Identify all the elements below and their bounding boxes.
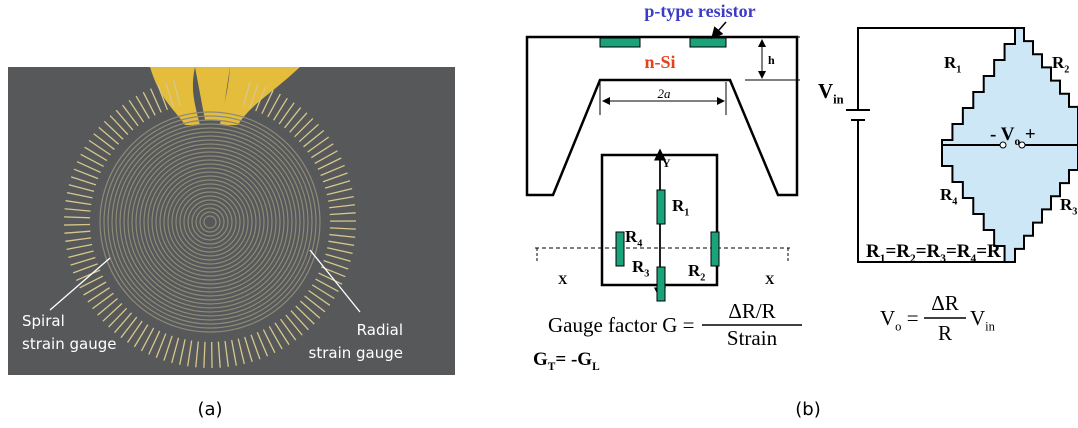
text-part: 3 xyxy=(644,268,649,279)
text-part: 1 xyxy=(684,207,689,218)
text-part: 4 xyxy=(952,196,957,207)
label: Y xyxy=(662,156,671,170)
equation: Vo = xyxy=(880,306,919,333)
label: p-type resistor xyxy=(644,1,755,21)
text-part: V xyxy=(818,79,833,103)
text-part: 1 xyxy=(956,64,961,75)
text-part: R xyxy=(688,261,701,280)
equation: ΔR/R xyxy=(728,299,775,323)
text-part: R xyxy=(944,53,957,72)
pattern xyxy=(64,217,90,218)
annotation: Spiral xyxy=(22,312,65,330)
label: X xyxy=(765,272,775,287)
label: h xyxy=(768,53,775,67)
text-part: R xyxy=(1060,195,1073,214)
text-part: R xyxy=(632,257,645,276)
label: R1 xyxy=(944,53,961,75)
equation: Vin xyxy=(970,306,996,333)
label: R3 xyxy=(1060,195,1077,217)
text-part: =R xyxy=(885,241,910,262)
label: R2 xyxy=(1052,53,1069,75)
resistor xyxy=(690,38,726,47)
label: - Vo + xyxy=(990,124,1036,148)
text-part: = xyxy=(901,306,918,330)
text-part: L xyxy=(592,361,600,373)
text-part: R xyxy=(940,185,953,204)
label: Vin xyxy=(818,79,844,106)
text-part: in xyxy=(833,92,844,106)
equation: R xyxy=(938,321,952,345)
text-part: =R xyxy=(946,241,971,262)
text-part: in xyxy=(985,319,995,333)
text-part: 3 xyxy=(1072,206,1077,217)
figure: (a) (b) Spiral strain gauge Radial strai… xyxy=(0,0,1078,428)
pattern xyxy=(64,225,90,226)
text-part: 4 xyxy=(637,238,642,249)
text-part: R xyxy=(866,241,880,262)
text-part: V xyxy=(970,306,985,330)
text-part: =R xyxy=(976,241,1001,262)
text-part: = -G xyxy=(555,349,592,370)
text-part: G xyxy=(533,349,548,370)
label: R4 xyxy=(940,185,957,207)
text-part: 2 xyxy=(700,272,705,283)
equation: R1=R2=R3=R4=R xyxy=(866,241,1001,265)
equation: Strain xyxy=(727,326,778,350)
text-part: 2 xyxy=(1064,64,1069,75)
resistor xyxy=(600,38,640,47)
equation: GT= -GL xyxy=(533,349,600,373)
text-part: R xyxy=(625,227,638,246)
text-part: V xyxy=(880,306,895,330)
text-part: =R xyxy=(916,241,941,262)
annotation: strain gauge xyxy=(309,344,403,362)
page: (a) (b) Spiral strain gauge Radial strai… xyxy=(0,0,1078,428)
annotation: Radial xyxy=(357,321,403,339)
pointer xyxy=(712,22,726,38)
panel-label: (b) xyxy=(795,399,820,420)
dimensions xyxy=(600,37,800,115)
annotation: strain gauge xyxy=(22,335,116,353)
text-part: + xyxy=(1020,124,1036,145)
text-part: R xyxy=(1052,53,1065,72)
label: 2a xyxy=(658,86,672,101)
label: n-Si xyxy=(644,52,675,72)
text-part: R xyxy=(672,196,685,215)
equation: Gauge factor G = xyxy=(548,313,695,337)
label: X xyxy=(558,272,568,287)
text-part: V xyxy=(996,124,1014,145)
equation: ΔR xyxy=(931,291,959,315)
panel-label: (a) xyxy=(197,399,222,420)
